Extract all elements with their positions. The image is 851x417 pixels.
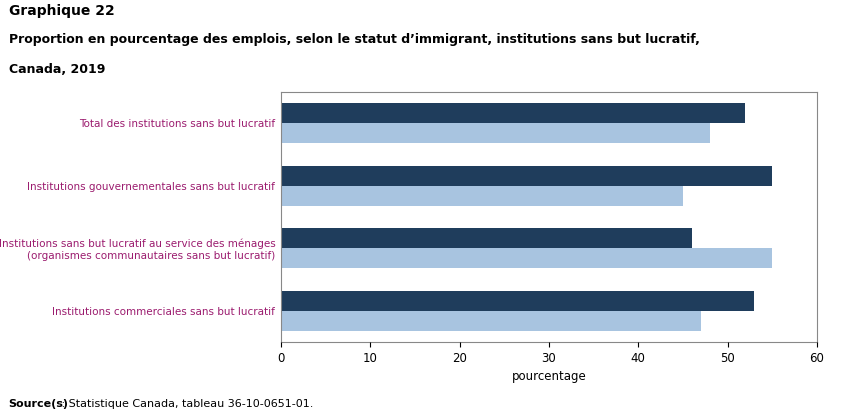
Text: Canada, 2019: Canada, 2019 <box>9 63 105 75</box>
Bar <box>281 103 745 123</box>
Bar <box>281 228 692 248</box>
Bar <box>281 291 754 311</box>
Text: Source(s): Source(s) <box>9 399 69 409</box>
Text: Proportion en pourcentage des emplois, selon le statut d’immigrant, institutions: Proportion en pourcentage des emplois, s… <box>9 33 700 46</box>
Bar <box>281 311 700 331</box>
Text: Graphique 22: Graphique 22 <box>9 4 114 18</box>
Bar <box>281 166 772 186</box>
X-axis label: pourcentage: pourcentage <box>511 370 586 383</box>
Bar <box>281 248 772 268</box>
Bar <box>281 123 710 143</box>
Bar <box>281 186 683 206</box>
Text: : Statistique Canada, tableau 36-10-0651-01.: : Statistique Canada, tableau 36-10-0651… <box>58 399 313 409</box>
